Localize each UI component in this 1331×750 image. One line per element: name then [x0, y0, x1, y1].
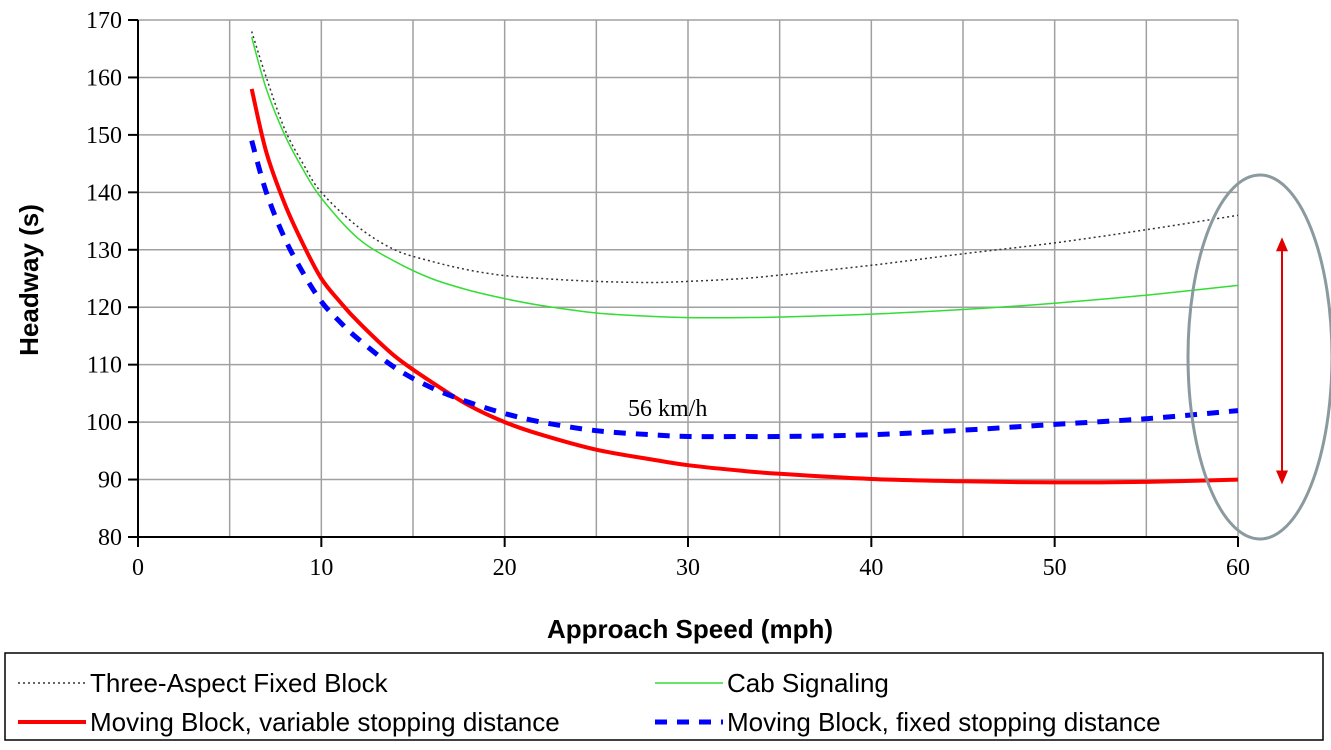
series-line-3 [249, 139, 1239, 440]
x-tick-label: 10 [309, 555, 333, 581]
legend-label-0: Three-Aspect Fixed Block [90, 668, 389, 698]
y-tick-label: 90 [98, 468, 122, 494]
y-tick-label: 160 [86, 65, 122, 91]
series-line-0 [250, 31, 1239, 284]
legend: Three-Aspect Fixed Block Cab Signaling Mov… [4, 652, 1324, 741]
y-tick-label: 80 [98, 525, 122, 551]
legend-label-2: Moving Block, variable stopping distance [90, 707, 560, 737]
x-tick-label: 30 [676, 555, 700, 581]
legend-box [4, 652, 1324, 741]
legend-label-1: Cab Signaling [727, 668, 889, 698]
x-tick-label: 40 [859, 555, 883, 581]
x-tick-label: 0 [132, 555, 144, 581]
plot-area [249, 31, 1239, 485]
grid [138, 19, 1239, 538]
legend-label-3: Moving Block, fixed stopping distance [727, 707, 1161, 737]
highlight-ellipse [1186, 173, 1331, 541]
y-tick-label: 140 [86, 180, 122, 206]
x-tick-label: 20 [493, 555, 517, 581]
x-axis-title: Approach Speed (mph) [547, 614, 833, 644]
annotations: 56 km/h [628, 173, 1331, 541]
speed-annotation: 56 km/h [628, 396, 707, 422]
x-tick-label: 50 [1043, 555, 1067, 581]
y-tick-label: 120 [86, 295, 122, 321]
range-arrow-head-bottom [1276, 470, 1288, 485]
series-line-1 [250, 37, 1239, 319]
y-tick-label: 170 [86, 8, 122, 34]
y-axis-title: Headway (s) [14, 204, 44, 356]
x-tick-label: 60 [1226, 555, 1250, 581]
y-tick-label: 130 [86, 238, 122, 264]
axes: 80 90 100 110 120 130 140 150 160 170 0 10 20 30 40 50 6… [86, 8, 1250, 581]
y-tick-label: 150 [86, 123, 122, 149]
y-tick-label: 110 [87, 353, 122, 379]
range-arrow-head-top [1276, 237, 1288, 252]
series-line-2 [249, 88, 1239, 485]
y-tick-label: 100 [86, 410, 122, 436]
